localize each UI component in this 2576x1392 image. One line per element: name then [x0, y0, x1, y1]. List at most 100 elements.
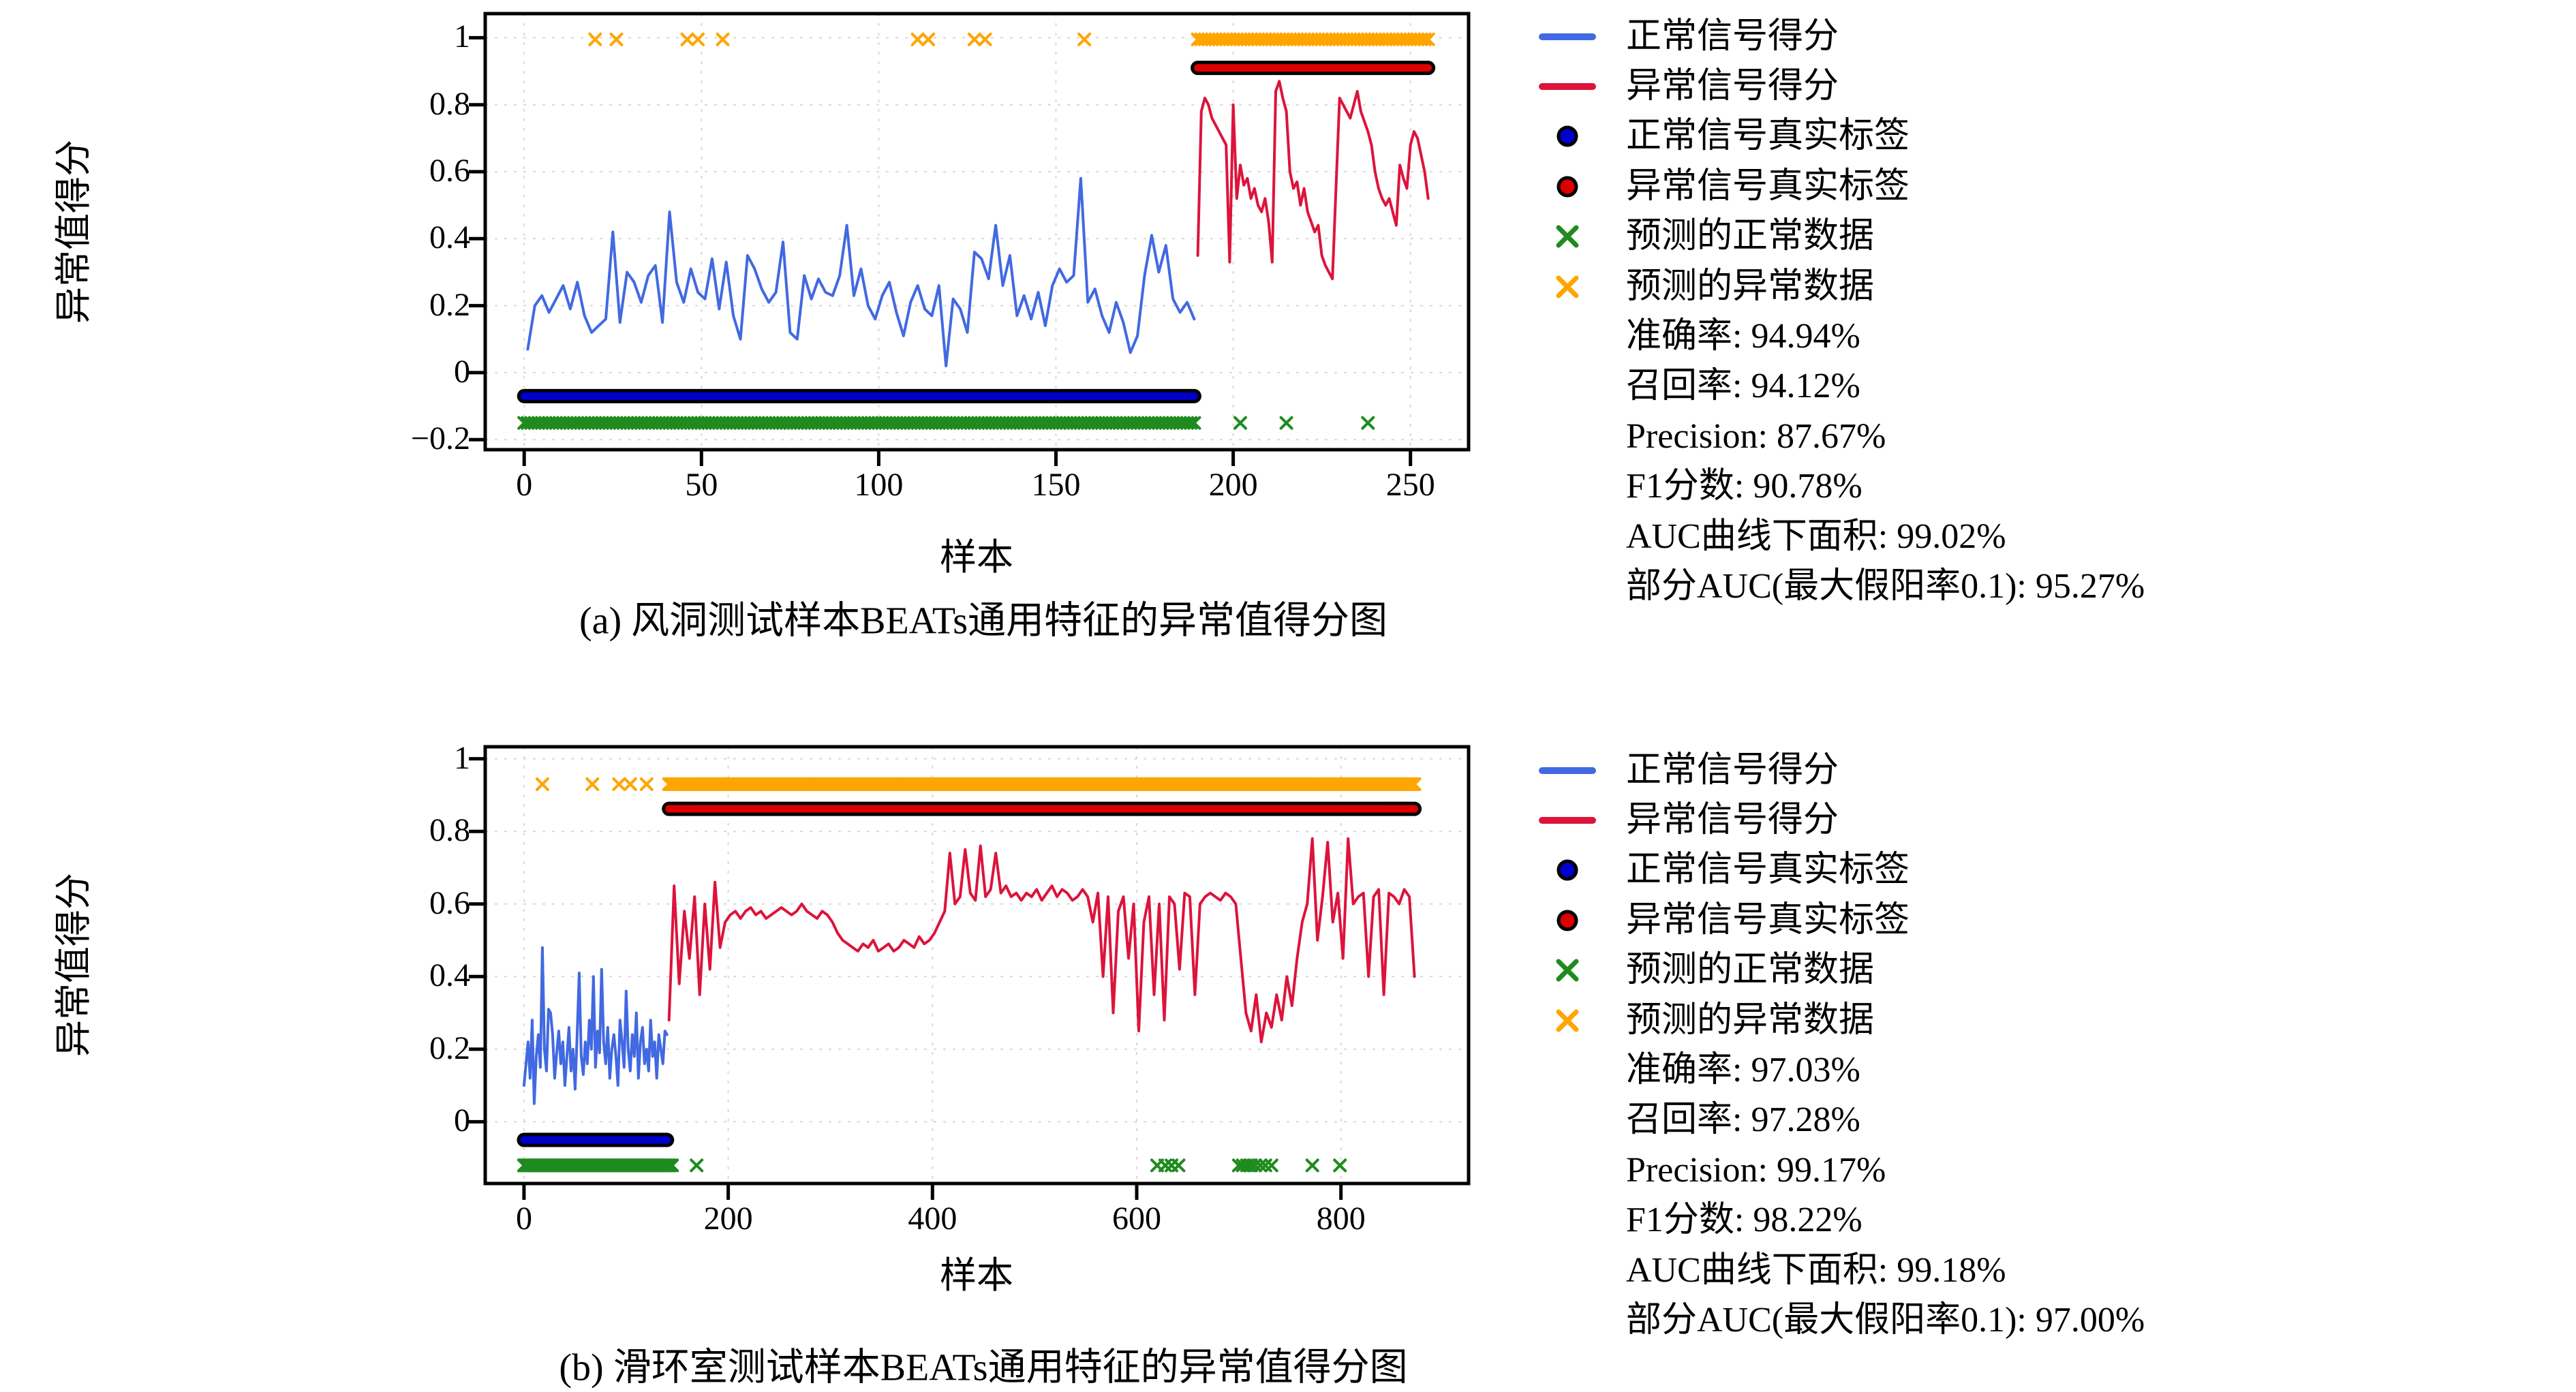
metric-line: 部分AUC(最大假阳率0.1): 95.27%	[1532, 561, 2486, 611]
legend-swatch-x-icon	[1556, 275, 1579, 298]
legend-label: 异常信号真实标签	[1626, 900, 1910, 940]
legend-label: 预测的正常数据	[1626, 950, 1875, 990]
metric-text: 召回率: 94.12%	[1626, 367, 1860, 406]
metric-line: Precision: 99.17%	[1532, 1145, 2486, 1195]
legend-label: 异常信号得分	[1626, 67, 1839, 106]
marker-row-pred_normal-b	[517, 1158, 1347, 1173]
legend-swatch-dot-icon	[1557, 125, 1578, 147]
x-tick-label: 50	[685, 467, 718, 503]
series-normal_line-b	[522, 946, 669, 1105]
metric-line: 准确率: 94.94%	[1532, 311, 2486, 361]
axis-ticks-a	[469, 35, 1413, 466]
y-tick-label: −0.2	[410, 420, 470, 457]
metric-line: 召回率: 94.12%	[1532, 362, 2486, 412]
metric-spacer	[1532, 565, 1603, 608]
metric-line: 准确率: 97.03%	[1532, 1045, 2486, 1095]
metric-line: F1分数: 98.22%	[1532, 1196, 2486, 1246]
x-tick-label: 400	[908, 1201, 957, 1237]
caption-a: (a) 风洞测试样本BEATs通用特征的异常值得分图	[579, 600, 1388, 643]
axis-frame-b	[483, 745, 1471, 1186]
grid-a	[485, 14, 1469, 450]
metric-text: 准确率: 94.94%	[1626, 317, 1860, 356]
series-anomaly_line-a	[1196, 80, 1430, 281]
y-tick-label: 0.4	[429, 219, 470, 256]
metric-spacer	[1532, 1149, 1603, 1192]
x-axis-label-a: 样本	[940, 537, 1013, 578]
legend-label: 正常信号真实标签	[1626, 117, 1910, 156]
legend-label: 正常信号真实标签	[1626, 850, 1910, 890]
y-tick-label: 1	[454, 18, 470, 55]
x-tick-label: 250	[1385, 467, 1435, 503]
legend-swatch-x-icon	[1556, 225, 1579, 248]
metric-spacer	[1532, 415, 1603, 459]
metric-line: AUC曲线下面积: 99.02%	[1532, 512, 2486, 561]
marker-row-pred_anomaly-b	[535, 777, 1422, 791]
x-tick-label: 0	[516, 467, 533, 503]
legend-item: 异常信号真实标签	[1532, 895, 2486, 945]
metric-line: 部分AUC(最大假阳率0.1): 97.00%	[1532, 1295, 2486, 1345]
legend-label: 正常信号得分	[1626, 750, 1839, 790]
legend-swatch-dot-icon	[1557, 910, 1578, 931]
y-axis-label-b: 异常值得分	[53, 873, 94, 1057]
y-tick-label: 0.8	[429, 85, 470, 122]
x-tick-label: 100	[854, 467, 904, 503]
legend-item: 预测的异常数据	[1532, 262, 2486, 311]
legend-label: 异常信号真实标签	[1626, 166, 1910, 206]
legend-swatch-dot-icon	[1557, 176, 1578, 198]
y-tick-label: 0.2	[429, 1030, 470, 1066]
metric-text: 部分AUC(最大假阳率0.1): 95.27%	[1626, 567, 2145, 606]
metric-spacer	[1532, 465, 1603, 508]
x-tick-label: 200	[1208, 467, 1258, 503]
legend-swatch-line-icon	[1539, 83, 1596, 91]
metric-line: F1分数: 90.78%	[1532, 462, 2486, 512]
y-tick-label: 0.6	[429, 884, 470, 921]
legend-item: 预测的正常数据	[1532, 212, 2486, 262]
metric-spacer	[1532, 1198, 1603, 1242]
legend-swatch-x-icon	[1556, 959, 1579, 982]
metric-text: F1分数: 90.78%	[1626, 467, 1862, 506]
x-tick-label: 600	[1112, 1201, 1161, 1237]
y-tick-label: 0.4	[429, 957, 470, 994]
marker-row-pred_anomaly-a	[588, 32, 1435, 46]
legend-item: 预测的异常数据	[1532, 995, 2486, 1045]
metric-text: 准确率: 97.03%	[1626, 1051, 1860, 1090]
metric-spacer	[1532, 515, 1603, 559]
metric-spacer	[1532, 365, 1603, 408]
legend-label: 异常信号得分	[1626, 801, 1839, 840]
y-axis-label-a: 异常值得分	[53, 140, 94, 324]
x-tick-label: 0	[515, 1201, 532, 1237]
legend-swatch-x-icon	[1556, 1009, 1579, 1032]
legend-item: 异常信号得分	[1532, 61, 2486, 111]
y-tick-label: 0	[454, 353, 470, 390]
y-tick-label: 0.8	[429, 812, 470, 849]
legend-item: 正常信号得分	[1532, 745, 2486, 795]
caption-b: (b) 滑环室测试样本BEATs通用特征的异常值得分图	[559, 1346, 1408, 1389]
legend-item: 正常信号得分	[1532, 12, 2486, 61]
axis-frame-a	[483, 12, 1471, 452]
axis-ticks-b	[469, 757, 1343, 1200]
metric-text: AUC曲线下面积: 99.02%	[1626, 516, 2006, 556]
y-tick-label: 1	[454, 739, 470, 776]
legend-label: 预测的异常数据	[1626, 1000, 1875, 1040]
y-tick-label: 0.6	[429, 153, 470, 189]
legend-item: 异常信号真实标签	[1532, 161, 2486, 211]
metric-text: 召回率: 97.28%	[1626, 1100, 1860, 1140]
metric-spacer	[1532, 1249, 1603, 1293]
legend-swatch-line-icon	[1539, 33, 1596, 40]
series-anomaly_line-b	[667, 837, 1416, 1044]
y-tick-label: 0.2	[429, 286, 470, 323]
legend-item: 异常信号得分	[1532, 795, 2486, 845]
metric-text: 部分AUC(最大假阳率0.1): 97.00%	[1626, 1301, 2145, 1340]
x-tick-label: 150	[1031, 467, 1081, 503]
metric-text: F1分数: 98.22%	[1626, 1201, 1862, 1240]
metric-line: Precision: 87.67%	[1532, 412, 2486, 461]
y-tick-label: 0	[454, 1102, 470, 1139]
marker-row-pred_normal-a	[517, 416, 1375, 430]
legend-swatch-line-icon	[1539, 817, 1596, 824]
legend-item: 正常信号真实标签	[1532, 112, 2486, 161]
x-tick-label: 800	[1316, 1201, 1366, 1237]
metric-spacer	[1532, 1098, 1603, 1142]
metric-line: AUC曲线下面积: 99.18%	[1532, 1246, 2486, 1295]
series-normal_line-a	[526, 176, 1196, 368]
